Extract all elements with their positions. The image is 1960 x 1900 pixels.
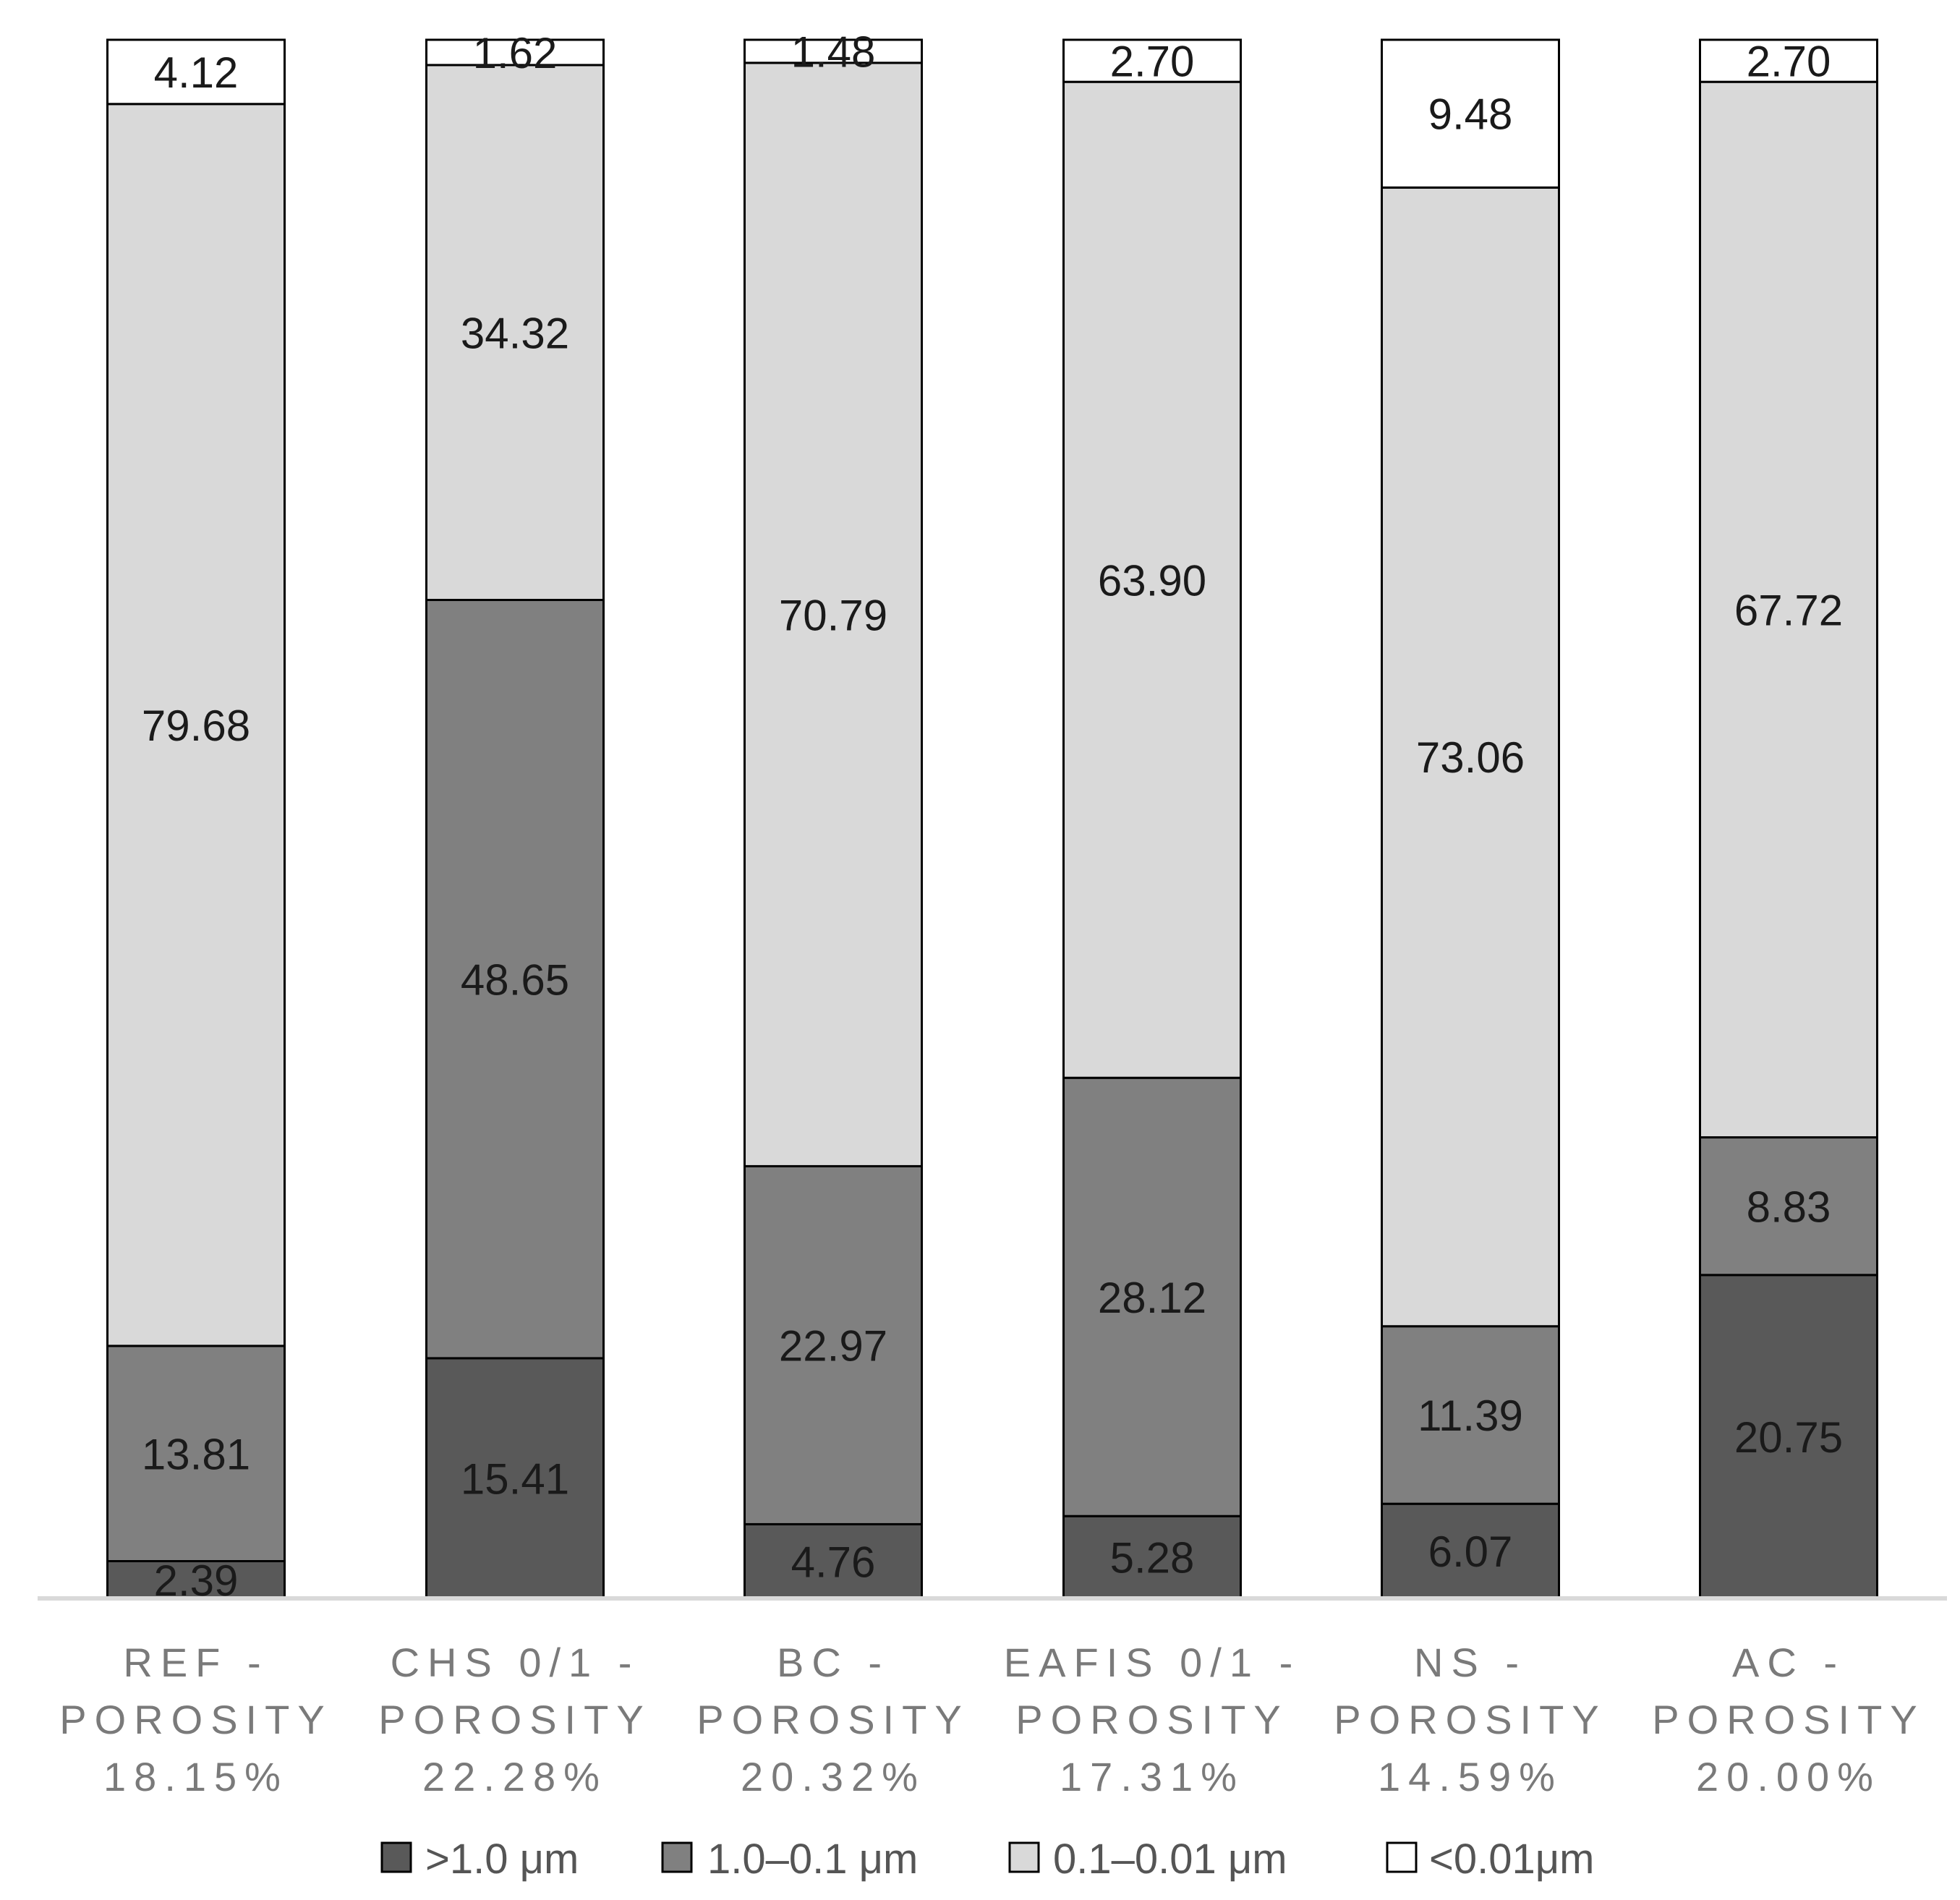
bar-segment xyxy=(1381,1325,1560,1505)
bar-segment xyxy=(1699,1136,1878,1277)
x-tick-label: 22.28% xyxy=(422,1754,608,1799)
data-label: 8.83 xyxy=(1747,1183,1831,1231)
data-label: 20.75 xyxy=(1734,1413,1843,1462)
x-tick-label: POROSITY xyxy=(378,1697,651,1742)
bar-segment xyxy=(743,61,923,1167)
bar-segment xyxy=(425,64,605,602)
data-label: 67.72 xyxy=(1734,586,1843,634)
legend-swatch xyxy=(1386,1841,1418,1873)
data-label: 6.07 xyxy=(1428,1528,1513,1576)
data-label: 9.48 xyxy=(1428,90,1513,139)
legend-label: 1.0–0.1 μm xyxy=(707,1836,918,1883)
bar-segment xyxy=(425,38,605,67)
bar-segment xyxy=(1062,38,1242,83)
bar-segment xyxy=(1381,38,1560,189)
x-tick-label: NS - xyxy=(1414,1640,1527,1685)
data-label: 4.76 xyxy=(791,1538,876,1586)
data-label: 34.32 xyxy=(461,309,569,357)
data-label: 2.70 xyxy=(1747,38,1831,86)
legend-swatch xyxy=(380,1841,412,1873)
bar-segment xyxy=(1062,80,1242,1079)
bar-segment xyxy=(106,1559,286,1600)
x-tick-label: BC - xyxy=(777,1640,890,1685)
x-tick-label: REF - xyxy=(123,1640,268,1685)
data-label: 4.12 xyxy=(154,48,239,97)
bar-segment xyxy=(743,38,923,64)
x-tick-label: EAFIS 0/1 - xyxy=(1004,1640,1300,1685)
legend-swatch xyxy=(1008,1841,1040,1873)
bar-segment xyxy=(1699,80,1878,1139)
legend-swatch xyxy=(661,1841,693,1873)
bar-segment xyxy=(1699,38,1878,83)
bars-group: 2.3913.8179.684.1215.4148.6534.321.624.7… xyxy=(106,28,1878,1605)
x-tick-label: POROSITY xyxy=(1334,1697,1606,1742)
data-label: 15.41 xyxy=(461,1455,569,1504)
x-tick-label: AC - xyxy=(1732,1640,1845,1685)
data-label: 11.39 xyxy=(1418,1392,1523,1440)
x-tick-label: POROSITY xyxy=(59,1697,332,1742)
x-tick-label: POROSITY xyxy=(696,1697,969,1742)
x-tick-label: CHS 0/1 - xyxy=(391,1640,640,1685)
bar-segment xyxy=(1062,1515,1242,1600)
bar-segment xyxy=(425,599,605,1360)
data-label: 28.12 xyxy=(1098,1274,1206,1322)
data-label: 5.28 xyxy=(1110,1534,1195,1582)
x-tick-label: 20.00% xyxy=(1696,1754,1881,1799)
bar-segment xyxy=(743,1164,923,1525)
x-tick-label: 18.15% xyxy=(103,1754,289,1799)
bar-segment xyxy=(1381,1502,1560,1600)
legend-label: >1.0 μm xyxy=(425,1836,579,1883)
data-label: 70.79 xyxy=(779,591,887,639)
data-label: 22.97 xyxy=(779,1322,887,1371)
data-label: 73.06 xyxy=(1416,733,1525,782)
legend-label: <0.01μm xyxy=(1429,1836,1595,1883)
x-tick-label: 14.59% xyxy=(1378,1754,1563,1799)
bar-segment xyxy=(1699,1274,1878,1600)
data-label: 1.48 xyxy=(791,28,876,77)
legend: >1.0 μm 1.0–0.1 μm 0.1–0.01 μm <0.01μm xyxy=(380,1836,1595,1883)
x-tick-label: 17.31% xyxy=(1060,1754,1245,1799)
data-label: 48.65 xyxy=(461,955,569,1004)
data-label: 2.70 xyxy=(1110,38,1195,86)
bar-segment xyxy=(1381,186,1560,1328)
x-tick-label: 20.32% xyxy=(741,1754,926,1799)
x-tick-label: POROSITY xyxy=(1652,1697,1925,1742)
data-label: 79.68 xyxy=(142,702,250,750)
category-labels: REF - POROSITY 18.15% CHS 0/1 - POROSITY 22.2… xyxy=(59,1640,1925,1799)
data-label: 63.90 xyxy=(1098,556,1206,605)
bar-segment xyxy=(743,1522,923,1600)
data-label: 13.81 xyxy=(142,1430,250,1478)
x-tick-label: POROSITY xyxy=(1015,1697,1288,1742)
legend-label: 0.1–0.01 μm xyxy=(1053,1836,1287,1883)
bar-segment xyxy=(1062,1076,1242,1517)
bar-segment xyxy=(106,103,286,1347)
bar-segment xyxy=(106,38,286,106)
data-label: 1.62 xyxy=(473,29,558,77)
